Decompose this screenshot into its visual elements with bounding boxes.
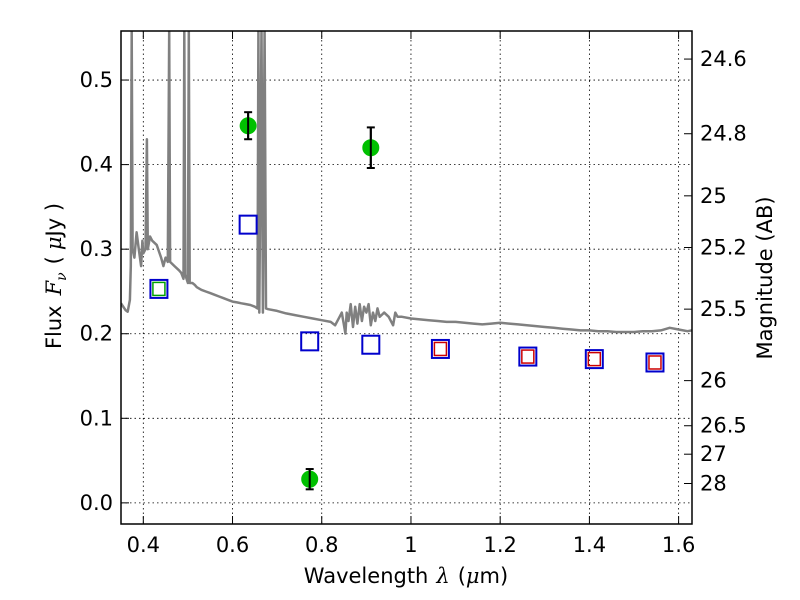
x-tick-label: 1.6 xyxy=(662,533,695,557)
y2-tick-label: 26.5 xyxy=(700,414,747,438)
x-tick-label: 0.4 xyxy=(127,533,160,557)
y-tick-label: 0.4 xyxy=(80,153,113,177)
model-flux-inner-square xyxy=(152,281,166,297)
model-flux-inner-square xyxy=(433,341,448,357)
axis-ticks xyxy=(121,31,692,524)
photometry-markers xyxy=(149,111,665,491)
y-tick-label: 0.1 xyxy=(80,406,113,430)
y2-tick-label: 24.6 xyxy=(700,47,747,71)
x-axis-label: Wavelength λ (μm) xyxy=(304,564,508,588)
y-tick-label: 0.3 xyxy=(80,237,113,261)
model-flux-inner-square xyxy=(648,355,662,370)
model-flux-square xyxy=(430,338,450,359)
spectrum-line xyxy=(121,31,692,335)
x-tick-label: 1 xyxy=(404,533,417,557)
grid-lines xyxy=(121,31,692,524)
x-tick-label: 0.6 xyxy=(216,533,249,557)
y2-tick-label: 25 xyxy=(700,184,727,208)
y2-tick-label: 26 xyxy=(700,369,727,393)
model-flux-inner-square xyxy=(587,351,602,367)
model-flux-square xyxy=(645,352,665,373)
x-tick-label: 0.8 xyxy=(305,533,338,557)
y2-tick-label: 25.2 xyxy=(700,235,747,259)
model-flux-square xyxy=(361,334,381,355)
axes-frame xyxy=(120,30,693,525)
y2-tick-label: 28 xyxy=(700,471,727,495)
model-flux-square xyxy=(238,214,258,235)
y2-tick-label: 24.8 xyxy=(700,122,747,146)
plot-area xyxy=(121,31,692,491)
model-flux-inner-square xyxy=(521,349,535,364)
x-tick-label: 1.4 xyxy=(573,533,606,557)
model-flux-square xyxy=(584,349,604,370)
spectrum-series xyxy=(121,31,692,335)
y2-axis-label: Magnitude (AB) xyxy=(753,196,777,359)
y-tick-label: 0.2 xyxy=(80,322,113,346)
model-flux-square xyxy=(300,331,320,352)
y2-tick-label: 25.5 xyxy=(700,297,747,321)
y-axis-label: FluxFν(μJy ) xyxy=(42,203,70,349)
axis-tick-labels: 0.4 0.6 0.8 1 1.2 1.4 1.6 0.0 0.1 0.2 0.3 0.4 0.5 24.… xyxy=(80,47,747,557)
y-tick-label: 0.0 xyxy=(80,491,113,515)
y2-tick-label: 27 xyxy=(700,442,727,466)
y-tick-label: 0.5 xyxy=(80,68,113,92)
model-flux-square xyxy=(149,278,169,299)
model-flux-square xyxy=(518,346,538,367)
x-tick-label: 1.2 xyxy=(483,533,516,557)
